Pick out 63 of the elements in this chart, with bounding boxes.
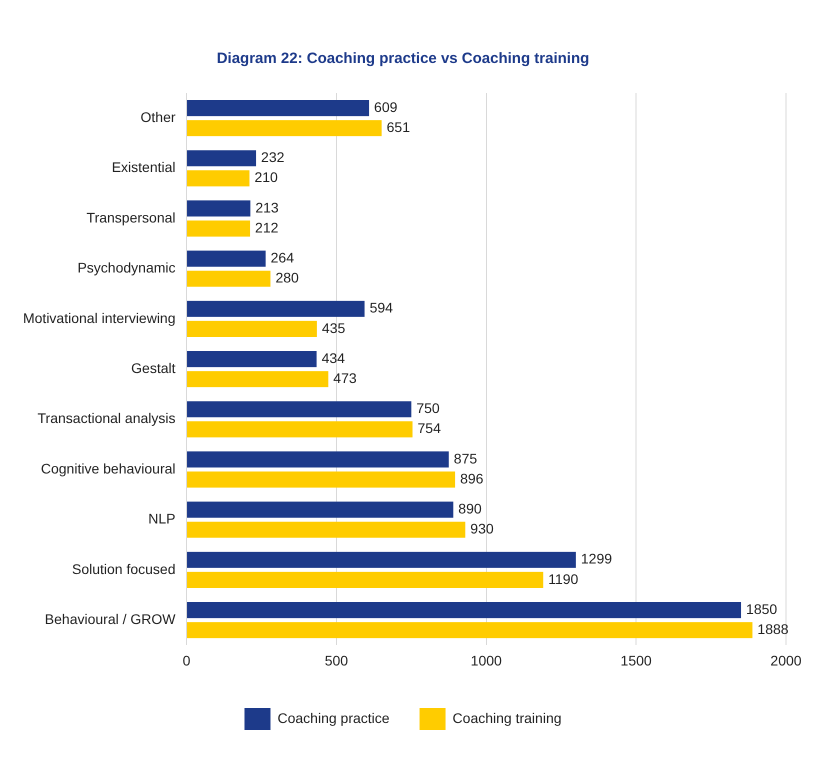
y-tick-label: Cognitive behavioural bbox=[40, 460, 176, 476]
bar bbox=[187, 220, 250, 237]
y-tick-label: Motivational interviewing bbox=[22, 310, 176, 326]
data-label: 1850 bbox=[746, 600, 778, 617]
data-label: 1888 bbox=[757, 621, 789, 637]
data-label: 875 bbox=[454, 450, 478, 466]
chart-title: Diagram 22: Coaching practice vs Coaching training bbox=[216, 50, 590, 68]
data-label: 609 bbox=[374, 98, 398, 115]
bar bbox=[187, 522, 466, 538]
bar bbox=[187, 572, 544, 588]
x-tick-label: 0 bbox=[182, 652, 191, 668]
y-tick-label: Transpersonal bbox=[86, 209, 176, 226]
y-tick-label: Behavioural / GROW bbox=[44, 610, 176, 627]
bar bbox=[187, 351, 317, 368]
data-label: 896 bbox=[460, 470, 484, 486]
data-label: 930 bbox=[470, 520, 494, 537]
legend-label: Coaching training bbox=[452, 710, 562, 726]
data-label: 212 bbox=[255, 219, 279, 236]
bar bbox=[187, 200, 250, 216]
y-tick-label: NLP bbox=[148, 510, 176, 527]
y-tick-label: Gestalt bbox=[131, 360, 176, 376]
x-tick-label: 500 bbox=[324, 652, 348, 668]
data-label: 594 bbox=[370, 300, 394, 316]
data-label: 210 bbox=[254, 169, 278, 186]
bar bbox=[187, 421, 413, 438]
data-label: 473 bbox=[333, 370, 357, 386]
y-tick-label: Psychodynamic bbox=[77, 260, 176, 276]
x-tick-label: 1000 bbox=[470, 652, 502, 668]
bar bbox=[187, 250, 266, 267]
bar bbox=[187, 371, 328, 388]
data-label: 435 bbox=[322, 320, 346, 336]
legend-label: Coaching practice bbox=[277, 710, 390, 726]
data-label: 264 bbox=[270, 250, 294, 266]
bar bbox=[187, 502, 454, 518]
data-label: 890 bbox=[458, 500, 482, 517]
y-tick-label: Solution focused bbox=[72, 560, 176, 577]
data-label: 213 bbox=[255, 199, 279, 216]
bar bbox=[187, 451, 449, 468]
bar bbox=[187, 120, 382, 136]
data-label: 754 bbox=[418, 420, 442, 436]
data-label: 1190 bbox=[548, 570, 579, 587]
bar bbox=[187, 300, 365, 317]
bar bbox=[187, 270, 270, 287]
y-tick-label: Transactional analysis bbox=[38, 410, 176, 426]
bar bbox=[187, 170, 250, 186]
data-label: 434 bbox=[322, 350, 346, 366]
bar bbox=[187, 622, 752, 638]
bar bbox=[187, 150, 256, 166]
data-label: 232 bbox=[261, 149, 285, 166]
bar bbox=[187, 320, 317, 337]
bar bbox=[187, 401, 412, 418]
bar bbox=[187, 552, 576, 568]
x-tick-label: 1500 bbox=[620, 652, 652, 668]
bar bbox=[187, 602, 742, 618]
data-label: 651 bbox=[386, 119, 410, 135]
x-tick-label: 2000 bbox=[770, 652, 802, 668]
bar bbox=[187, 472, 456, 488]
data-label: 1299 bbox=[580, 550, 612, 567]
bar bbox=[187, 100, 370, 116]
y-tick-label: Existential bbox=[112, 159, 176, 176]
y-tick-label: Other bbox=[140, 108, 176, 125]
data-label: 280 bbox=[275, 270, 300, 286]
data-label: 750 bbox=[416, 400, 440, 416]
